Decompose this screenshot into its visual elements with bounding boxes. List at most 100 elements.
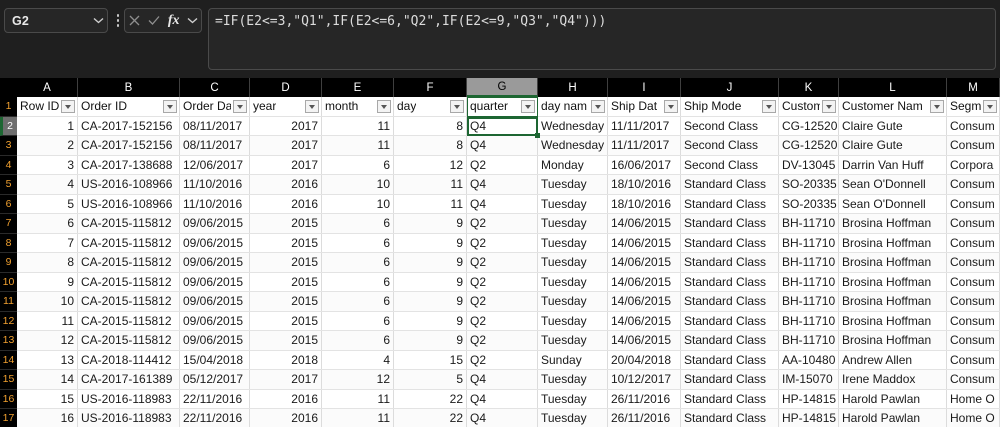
cell-quarter[interactable]: Q2: [467, 233, 538, 252]
row-header-12[interactable]: 12: [0, 311, 17, 331]
cell-month[interactable]: 11: [322, 116, 394, 135]
row-header-6[interactable]: 6: [0, 194, 17, 214]
cell-day[interactable]: 9: [394, 233, 467, 252]
more-vertical-icon[interactable]: [111, 8, 125, 33]
cell-year[interactable]: 2015: [250, 331, 322, 350]
table-row[interactable]: 6 CA-2015-115812 09/06/2015 2015 6 9 Q2 Tuesday…: [17, 214, 1000, 234]
cell-quarter[interactable]: Q2: [467, 331, 538, 350]
cell-segment[interactable]: Consum: [947, 370, 1000, 389]
cell-customer-id[interactable]: BH-11710: [779, 272, 839, 291]
fill-handle[interactable]: [535, 133, 540, 138]
cell-segment[interactable]: Corpora: [947, 155, 1000, 174]
cell-segment[interactable]: Consum: [947, 292, 1000, 311]
row-header-8[interactable]: 8: [0, 233, 17, 253]
cell-ship-mode[interactable]: Standard Class: [681, 409, 779, 427]
cell-month[interactable]: 11: [322, 389, 394, 408]
cell-segment[interactable]: Consum: [947, 214, 1000, 233]
cell-row-id[interactable]: 9: [17, 272, 78, 291]
table-row[interactable]: 1 CA-2017-152156 08/11/2017 2017 11 8 Q4 Wednes…: [17, 116, 1000, 136]
row-header-15[interactable]: 15: [0, 370, 17, 390]
cell-customer-name[interactable]: Harold Pawlan: [839, 409, 947, 427]
table-row[interactable]: 7 CA-2015-115812 09/06/2015 2015 6 9 Q2 Tuesday…: [17, 233, 1000, 253]
cell-day-name[interactable]: Sunday: [538, 350, 608, 369]
cell-month[interactable]: 6: [322, 331, 394, 350]
cell-ship-mode[interactable]: Standard Class: [681, 214, 779, 233]
cell-month[interactable]: 6: [322, 214, 394, 233]
cell-segment[interactable]: Home O: [947, 389, 1000, 408]
cell-ship-date[interactable]: 14/06/2015: [608, 331, 681, 350]
cell-month[interactable]: 6: [322, 155, 394, 174]
column-header-b[interactable]: B: [78, 78, 180, 97]
cell-order-date[interactable]: 15/04/2018: [180, 350, 250, 369]
cell-row-id[interactable]: 2: [17, 136, 78, 155]
cell-day[interactable]: 8: [394, 116, 467, 135]
table-row[interactable]: 4 US-2016-108966 11/10/2016 2016 10 11 Q4 Tuesd…: [17, 175, 1000, 195]
cell-area[interactable]: Row ID Order ID Order Da year month day quarte…: [17, 97, 1000, 427]
header-cell-customer-id[interactable]: Custom: [779, 97, 839, 116]
cell-order-id[interactable]: CA-2015-115812: [78, 331, 180, 350]
cell-day-name[interactable]: Wednesday: [538, 136, 608, 155]
cell-customer-id[interactable]: BH-11710: [779, 331, 839, 350]
cell-customer-id[interactable]: IM-15070: [779, 370, 839, 389]
column-header-f[interactable]: F: [394, 78, 467, 97]
filter-dropdown-icon[interactable]: [930, 100, 944, 113]
cell-day-name[interactable]: Tuesday: [538, 253, 608, 272]
cell-year[interactable]: 2015: [250, 292, 322, 311]
row-header-4[interactable]: 4: [0, 155, 17, 175]
cell-day-name[interactable]: Tuesday: [538, 272, 608, 291]
table-row[interactable]: 3 CA-2017-138688 12/06/2017 2017 6 12 Q2 Monday…: [17, 155, 1000, 175]
header-cell-year[interactable]: year: [250, 97, 322, 116]
cell-order-id[interactable]: CA-2015-115812: [78, 272, 180, 291]
cell-ship-mode[interactable]: Standard Class: [681, 370, 779, 389]
column-header-m[interactable]: M: [947, 78, 1000, 97]
cell-customer-name[interactable]: Irene Maddox: [839, 370, 947, 389]
cell-customer-id[interactable]: BH-11710: [779, 311, 839, 330]
cell-day-name[interactable]: Tuesday: [538, 389, 608, 408]
cell-customer-id[interactable]: HP-14815: [779, 389, 839, 408]
cell-row-id[interactable]: 14: [17, 370, 78, 389]
column-header-e[interactable]: E: [322, 78, 394, 97]
cell-ship-mode[interactable]: Standard Class: [681, 331, 779, 350]
cell-segment[interactable]: Consum: [947, 194, 1000, 213]
cell-ship-date[interactable]: 26/11/2016: [608, 409, 681, 427]
cell-customer-name[interactable]: Harold Pawlan: [839, 389, 947, 408]
row-header-3[interactable]: 3: [0, 136, 17, 156]
cell-month[interactable]: 11: [322, 136, 394, 155]
cell-month[interactable]: 12: [322, 370, 394, 389]
cell-order-id[interactable]: US-2016-118983: [78, 389, 180, 408]
cell-order-date[interactable]: 09/06/2015: [180, 331, 250, 350]
cell-ship-date[interactable]: 14/06/2015: [608, 311, 681, 330]
cell-row-id[interactable]: 16: [17, 409, 78, 427]
table-row[interactable]: 12 CA-2015-115812 09/06/2015 2015 6 9 Q2 Tuesda…: [17, 331, 1000, 351]
cell-day[interactable]: 9: [394, 272, 467, 291]
cell-month[interactable]: 6: [322, 233, 394, 252]
filter-dropdown-icon[interactable]: [233, 100, 247, 113]
cell-day[interactable]: 22: [394, 409, 467, 427]
cell-quarter[interactable]: Q2: [467, 272, 538, 291]
header-cell-segment[interactable]: Segment: [947, 97, 1000, 116]
cell-customer-id[interactable]: CG-12520: [779, 116, 839, 135]
column-header-a[interactable]: A: [17, 78, 78, 97]
cell-ship-date[interactable]: 20/04/2018: [608, 350, 681, 369]
cell-customer-name[interactable]: Claire Gute: [839, 116, 947, 135]
cell-ship-mode[interactable]: Standard Class: [681, 272, 779, 291]
column-header-j[interactable]: J: [681, 78, 779, 97]
cell-day[interactable]: 22: [394, 389, 467, 408]
column-header-g[interactable]: G: [467, 78, 538, 97]
cell-customer-id[interactable]: DV-13045: [779, 155, 839, 174]
row-header-10[interactable]: 10: [0, 272, 17, 292]
cell-customer-id[interactable]: HP-14815: [779, 409, 839, 427]
cell-month[interactable]: 4: [322, 350, 394, 369]
cell-order-date[interactable]: 11/10/2016: [180, 175, 250, 194]
cell-year[interactable]: 2016: [250, 175, 322, 194]
row-header-11[interactable]: 11: [0, 292, 17, 312]
cell-day[interactable]: 12: [394, 155, 467, 174]
column-header-i[interactable]: I: [608, 78, 681, 97]
cell-year[interactable]: 2015: [250, 272, 322, 291]
header-cell-month[interactable]: month: [322, 97, 394, 116]
cell-day-name[interactable]: Tuesday: [538, 331, 608, 350]
name-box[interactable]: G2: [4, 8, 108, 33]
cell-ship-mode[interactable]: Standard Class: [681, 175, 779, 194]
cell-year[interactable]: 2015: [250, 214, 322, 233]
cell-day[interactable]: 9: [394, 253, 467, 272]
